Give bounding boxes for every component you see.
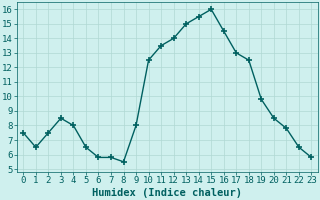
X-axis label: Humidex (Indice chaleur): Humidex (Indice chaleur) xyxy=(92,188,242,198)
